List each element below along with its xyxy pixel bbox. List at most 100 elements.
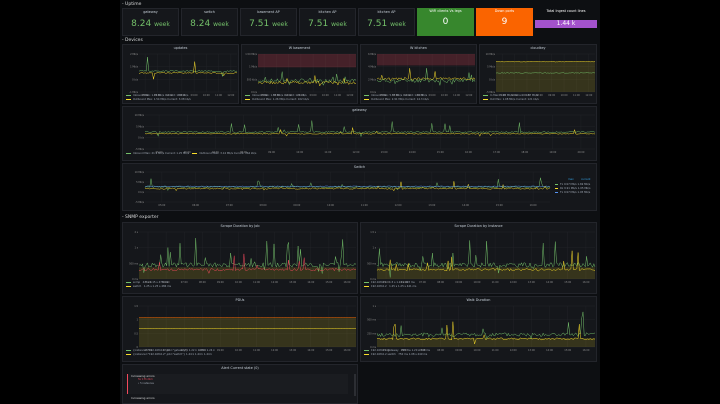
x-tick-label: 08:00: [437, 281, 444, 284]
series-line: [257, 71, 357, 86]
gateway-graph[interactable]: 10 Mb/s 5 Mb/s 0 b/s -5 Mb/s 05:00 06:00 07:00…: [123, 107, 597, 161]
pdus-graph[interactable]: 1.5 1 0.5 0 05:00 06:00 07:00 08:00 09:00 10:00 11…: [123, 297, 358, 362]
x-tick-label: 15:00: [496, 204, 503, 207]
series-line: [138, 57, 238, 78]
row-snmp[interactable]: - SNMP exporter: [122, 215, 159, 220]
x-tick-label: 09:00: [455, 349, 462, 352]
x-tick-label: 15:00: [437, 151, 444, 154]
row-uptime[interactable]: - Uptime: [122, 2, 142, 7]
series-line: [376, 68, 476, 82]
x-tick-label: 11:00: [492, 349, 499, 352]
stat-panel[interactable]: switch 8.24 week: [181, 8, 238, 36]
legend-inbound[interactable]: Inbound Max: 5.37 Mb/s Current: 1.62 Mb/…: [364, 94, 473, 98]
stat-panel[interactable]: WiFi clients Vs legs 0: [417, 8, 474, 36]
legend-row[interactable]: Tx 9.97 Mb/s 1.69 Mb/s: [555, 183, 594, 187]
scrollbar[interactable]: [354, 374, 356, 396]
x-tick-label: 08:00: [297, 94, 304, 97]
panel-walk-duration: Walk Duration 1 s 500 ms 250 ms 0 ms 05:00 06…: [360, 296, 597, 362]
x-tick-label: 11:00: [253, 281, 260, 284]
stat-value: 8.24 week: [190, 19, 229, 29]
stat-title: kitchen AP: [377, 10, 396, 14]
updates-graph[interactable]: 2 Mb/s 1 Mb/s 0 b/s -1 Mb/s05:00 06:00 07:00 0…: [123, 45, 239, 104]
x-tick-label: 10:00: [235, 349, 242, 352]
stat-panel[interactable]: kitchen AP 7.51 week: [299, 8, 356, 36]
alert-item[interactable]: Increasing errors for 17h 21m • 5 instan…: [127, 374, 348, 394]
y-tick-label: 2 Mb/s: [368, 78, 377, 81]
scrape-instance-graph[interactable]: 1.5 s 1 s 500 ms 0 ms 05:00 06:00 07:00 08:00 09…: [361, 223, 597, 294]
legend-inbound[interactable]: Inbound Max: 21.9 Mb/s Current: 1.25 Mb/…: [126, 152, 189, 155]
legend-inbound[interactable]: Inbound Max: 1.35 Mb/s Current: 121 kb/s: [245, 94, 354, 98]
x-tick-label: 12:00: [271, 349, 278, 352]
stat-panel[interactable]: kitchen AP 7.51 week: [358, 8, 415, 36]
x-tick-label: 08:00: [199, 349, 206, 352]
legend-out[interactable]: Out Max: 1.08 Mb/s Current: 121 kb/s: [483, 98, 593, 102]
stat-panel[interactable]: basement AP 7.51 week: [240, 8, 297, 36]
legend-row[interactable]: 192.168.0.2 1.25 s 1.25 s 441 ms: [364, 285, 593, 289]
y-tick-label: 500 ms: [367, 319, 377, 322]
x-tick-label: 14:00: [307, 281, 314, 284]
scrape-job-graph[interactable]: 2 s 1 s 500 ms 0 ms 05:00 06:00 07:00 08:00 09:0…: [123, 223, 358, 294]
y-tick-label: 500 kb/s: [247, 78, 258, 81]
series-line: [144, 185, 551, 188]
y-tick-label: 5 Mb/s: [136, 181, 145, 184]
legend-outbound[interactable]: Outbound Max: 1.26 Mb/s Current: 102 kb/…: [245, 98, 354, 102]
stat-value: 7.51 week: [308, 19, 347, 29]
x-tick-label: 11:00: [215, 94, 222, 97]
panel-title: gateway: [352, 108, 367, 112]
legend-row[interactable]: snmp 4.5 s 1.15 s 478 ms: [126, 281, 354, 285]
basement-graph[interactable]: 1.50 Mb/s 1 Mb/s 500 kb/s 0 b/s05:00 06:00 07…: [242, 45, 358, 104]
stat-value: 7.51 week: [249, 19, 288, 29]
x-tick-label: 06:00: [163, 281, 170, 284]
y-tick-label: 500 ms: [129, 262, 139, 265]
x-tick-label: 11:00: [324, 151, 331, 154]
legend-row[interactable]: {instance="192.168.0.2",job="switch"} 1.…: [126, 353, 354, 357]
stat-panel[interactable]: gateway 8.24 week: [122, 8, 179, 36]
legend-head-max[interactable]: max: [568, 178, 574, 181]
x-tick-label: 05:00: [142, 94, 149, 97]
series-line: [495, 60, 596, 63]
legend-row[interactable]: switch 1.25 s 1.25 s 486 ms: [126, 285, 354, 289]
walk-duration-graph[interactable]: 1 s 500 ms 250 ms 0 ms 05:00 06:00 07:00 08:00 0…: [361, 297, 597, 362]
series-line: [376, 240, 596, 278]
stat-value: 1.44 k: [535, 20, 597, 28]
legend-row[interactable]: 192.168.0.1 1.5 s 1.22 s 493 ms: [364, 281, 593, 285]
x-tick-label: 12:00: [352, 151, 359, 154]
legend-outbound[interactable]: Outbound Max: 1.54 Mb/s Current: 3.08 kb…: [126, 98, 235, 102]
x-tick-label: 10:00: [322, 94, 329, 97]
legend-outbound[interactable]: Outbound Max: 3.14 Mb/s Current: 264 kb/…: [192, 152, 256, 155]
y-tick-label: 1.50 Mb/s: [245, 53, 257, 56]
row-devices[interactable]: - Devices: [122, 38, 143, 43]
y-tick-label: 6 Mb/s: [368, 53, 377, 56]
stat-panel[interactable]: Total Ingest count lines 1.44 k: [535, 8, 597, 36]
legend-row[interactable]: 192.168.0.1 gateway 795 ms 1.20 s 393 ms: [364, 349, 593, 353]
x-tick-label: 13:00: [289, 281, 296, 284]
series-line: [138, 61, 238, 80]
x-tick-label: 16:00: [344, 349, 351, 352]
legend-in[interactable]: In Max: 9.98 Mb/s Current: 4.87 Mb/s: [483, 94, 593, 98]
x-tick-label: 18:00: [521, 151, 528, 154]
x-tick-label: 12:00: [227, 94, 234, 97]
y-tick-label: 1 s: [134, 247, 138, 250]
panel-scrape-instance: Scrape Duration by Instance 1.5 s 1 s 500 …: [360, 222, 597, 294]
legend-outbound[interactable]: Outbound Max: 2.91 Mb/s Current: 14.3 kb…: [364, 98, 473, 102]
x-tick-label: 08:00: [240, 151, 247, 154]
panel-title: Scrape Duration by Instance: [454, 224, 503, 228]
kitchen-graph[interactable]: 6 Mb/s 4 Mb/s 2 Mb/s 0 b/s05:00 06:00 07:00 08…: [361, 45, 477, 104]
alert-name[interactable]: Increasing errors: [131, 396, 155, 400]
fill-band: [377, 337, 595, 347]
x-tick-label: 10:00: [473, 349, 480, 352]
x-tick-label: 13:00: [289, 349, 296, 352]
legend-inbound[interactable]: Inbound Max: 1.76 Mb/s Current: 18.8 kb/…: [126, 94, 235, 98]
legend-row[interactable]: 192.168.0.2 switch 750 ms 1.08 s 449 ms: [364, 353, 593, 357]
stat-panel[interactable]: Down ports 9: [476, 8, 533, 36]
panel-title: W kitchen: [410, 46, 427, 50]
legend-head-current[interactable]: current: [581, 178, 591, 181]
legend-row[interactable]: Rx 9.91 Mb/s 1.05 Mb/s: [555, 187, 594, 191]
switch-graph[interactable]: 10 Mb/s 5 Mb/s 0 b/s -5 Mb/s 05:00 06:00 07:00…: [123, 164, 597, 211]
threshold-band: [258, 54, 356, 68]
legend-row[interactable]: {instance="192.168.0.1",job="gateway"} 1…: [126, 349, 354, 353]
legend-row[interactable]: Tx 9.97 Mb/s 1.05 Mb/s: [555, 191, 594, 195]
stat-title: WiFi clients Vs legs: [429, 9, 462, 13]
y-tick-label: 10 Mb/s: [486, 53, 496, 56]
cloudkey-graph[interactable]: 10 Mb/s 5 Mb/s 0 b/s -5 Mb/s05:00 06:00 07:00…: [480, 45, 597, 104]
